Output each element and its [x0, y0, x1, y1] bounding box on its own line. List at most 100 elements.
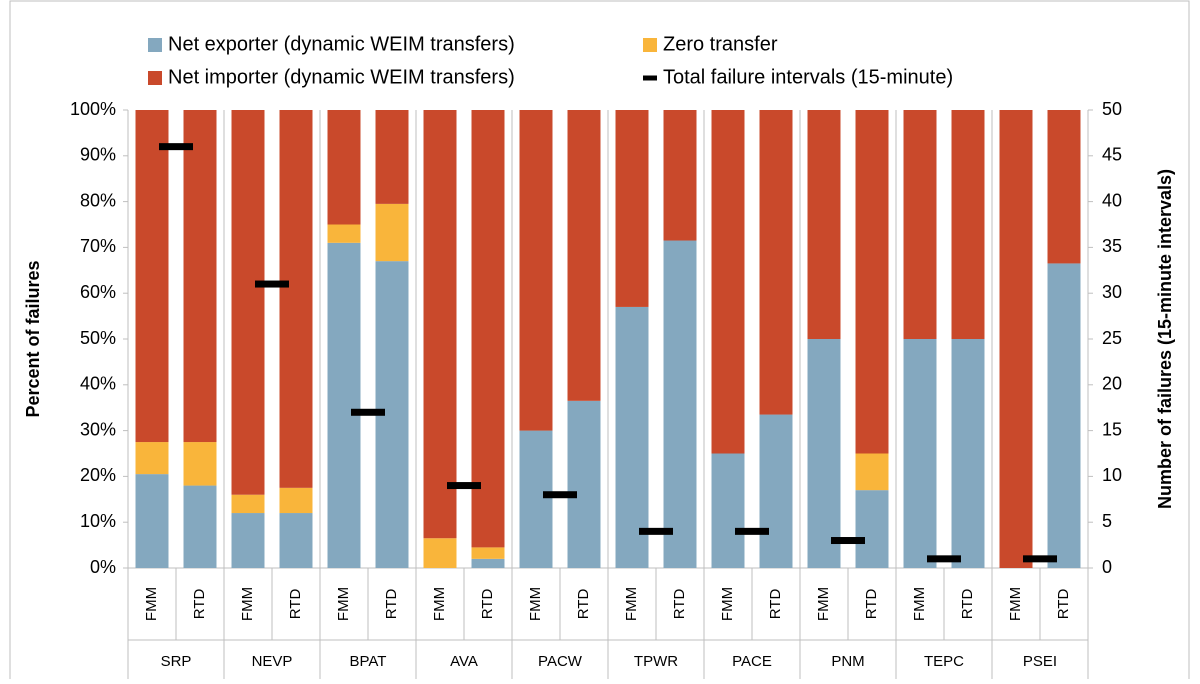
legend-swatch	[148, 71, 162, 85]
bar-segment	[999, 110, 1033, 568]
bar-segment	[423, 538, 457, 568]
y2-axis-title: Number of failures (15-minute intervals)	[1155, 169, 1175, 509]
y2-tick-label: 5	[1102, 511, 1112, 531]
bar-segment	[183, 442, 217, 486]
bar-segment	[663, 110, 697, 241]
x-tick-label: RTD	[575, 589, 592, 620]
bar-segment	[183, 110, 217, 443]
y2-tick-label: 25	[1102, 328, 1122, 348]
group-label: NEVP	[252, 653, 293, 670]
marker	[831, 537, 865, 545]
y-tick-label: 10%	[80, 511, 116, 531]
group-label: TEPC	[924, 653, 964, 670]
bar-segment	[423, 110, 457, 539]
legend-swatch	[643, 75, 657, 81]
group-label: AVA	[450, 653, 478, 670]
legend-label: Zero transfer	[663, 33, 778, 55]
bar-segment	[183, 485, 217, 568]
marker	[1023, 555, 1057, 563]
y2-tick-label: 30	[1102, 282, 1122, 302]
x-tick-label: FMM	[815, 587, 832, 621]
group-label: PACE	[732, 653, 772, 670]
bar-segment	[663, 240, 697, 568]
group-label: SRP	[161, 653, 192, 670]
group-label: PACW	[538, 653, 583, 670]
y2-tick-label: 0	[1102, 557, 1112, 577]
bar-segment	[1047, 110, 1081, 264]
legend-label: Total failure intervals (15-minute)	[663, 66, 953, 88]
bar-segment	[135, 442, 169, 475]
y-tick-label: 40%	[80, 374, 116, 394]
marker	[351, 408, 385, 416]
y2-tick-label: 20	[1102, 374, 1122, 394]
group-label: PSEI	[1023, 653, 1057, 670]
bar-segment	[759, 110, 793, 415]
bar-segment	[279, 487, 313, 514]
bar-segment	[471, 110, 505, 548]
bar-segment	[903, 110, 937, 339]
marker	[639, 527, 673, 535]
x-tick-label: RTD	[863, 589, 880, 620]
y-axis-title: Percent of failures	[23, 260, 43, 417]
bar-segment	[519, 110, 553, 431]
bar-segment	[855, 453, 889, 491]
marker	[159, 143, 193, 151]
marker	[735, 527, 769, 535]
legend-swatch	[643, 38, 657, 52]
bar-segment	[807, 110, 841, 339]
x-tick-label: RTD	[1055, 589, 1072, 620]
bar-segment	[519, 430, 553, 568]
y-tick-label: 50%	[80, 328, 116, 348]
bar-segment	[855, 110, 889, 454]
bar-segment	[471, 547, 505, 559]
legend-label: Net importer (dynamic WEIM transfers)	[168, 66, 515, 88]
y2-tick-label: 35	[1102, 236, 1122, 256]
y2-tick-label: 15	[1102, 419, 1122, 439]
group-label: BPAT	[350, 653, 387, 670]
bar-segment	[327, 242, 361, 568]
bar-segment	[615, 110, 649, 307]
bar-segment	[231, 513, 265, 568]
x-tick-label: FMM	[623, 587, 640, 621]
x-tick-label: FMM	[1007, 587, 1024, 621]
x-tick-label: FMM	[431, 587, 448, 621]
x-tick-label: FMM	[143, 587, 160, 621]
x-tick-label: FMM	[527, 587, 544, 621]
marker	[255, 280, 289, 288]
bar-segment	[231, 494, 265, 514]
bar-segment	[711, 453, 745, 568]
x-tick-label: RTD	[767, 589, 784, 620]
bar-segment	[327, 110, 361, 225]
bar-segment	[327, 224, 361, 243]
bar-segment	[567, 400, 601, 568]
x-tick-label: RTD	[959, 589, 976, 620]
bar-segment	[135, 110, 169, 443]
x-tick-label: RTD	[383, 589, 400, 620]
bar-segment	[951, 110, 985, 339]
y-tick-label: 30%	[80, 419, 116, 439]
y2-tick-label: 40	[1102, 190, 1122, 210]
y-tick-label: 70%	[80, 236, 116, 256]
y-tick-label: 20%	[80, 465, 116, 485]
bar-segment	[135, 474, 169, 568]
y2-tick-label: 10	[1102, 465, 1122, 485]
y-tick-label: 90%	[80, 145, 116, 165]
marker	[447, 482, 481, 490]
x-tick-label: FMM	[911, 587, 928, 621]
bar-segment	[615, 306, 649, 568]
x-tick-label: RTD	[191, 589, 208, 620]
y-tick-label: 0%	[90, 557, 116, 577]
bar-segment	[279, 513, 313, 568]
group-label: PNM	[831, 653, 864, 670]
legend-label: Net exporter (dynamic WEIM transfers)	[168, 33, 515, 55]
y-tick-label: 100%	[70, 99, 116, 119]
legend-swatch	[148, 38, 162, 52]
y-tick-label: 60%	[80, 282, 116, 302]
bar-segment	[279, 110, 313, 488]
marker	[927, 555, 961, 563]
bar-segment	[375, 203, 409, 262]
bar-segment	[1047, 263, 1081, 568]
bar-segment	[375, 110, 409, 204]
bar-segment	[471, 558, 505, 568]
